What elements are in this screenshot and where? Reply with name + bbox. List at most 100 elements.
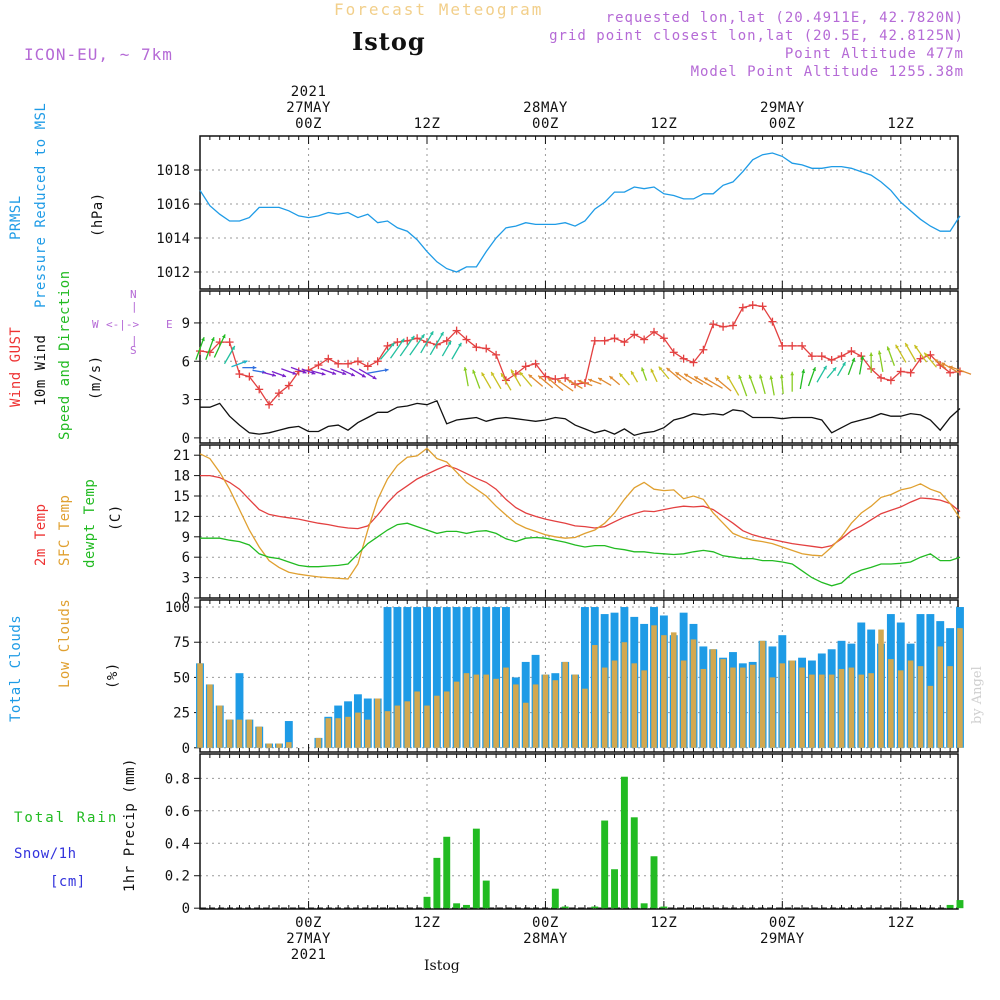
temperature-series-dewpt-temp: [200, 522, 961, 587]
rain-bar: [630, 817, 638, 909]
wind-direction-arrow: [429, 331, 445, 356]
wind-direction-arrowhead: [410, 335, 415, 340]
clouds-ytick-label: 0: [182, 741, 190, 757]
total-clouds-bar: [235, 673, 244, 748]
rain-bar: [443, 836, 451, 909]
bottom-ticks-label: 00Z: [532, 915, 559, 931]
low-clouds-bar: [572, 674, 578, 748]
low-clouds-bar: [453, 681, 460, 748]
wind-direction-arrowhead: [472, 369, 476, 374]
pressure-ytick-label: 1014: [156, 231, 190, 247]
pressure-ytick-label: 1018: [156, 163, 190, 179]
low-clouds-bar: [828, 674, 835, 748]
wind-direction-arrowhead: [588, 378, 593, 383]
wind-direction-arrowhead: [748, 374, 753, 379]
pressure-series-prmsl: [199, 152, 961, 273]
rain-bar: [551, 888, 559, 909]
low-clouds-bar: [937, 646, 943, 748]
rain-bar: [956, 900, 964, 909]
precip-ytick-label: 0.8: [165, 771, 190, 787]
low-clouds-bar: [513, 684, 519, 748]
low-clouds-bar: [443, 691, 450, 748]
wind-direction-arrowhead: [547, 377, 552, 382]
total-clouds-bar: [452, 607, 461, 748]
wind-direction-arrowhead: [823, 365, 827, 370]
bottom-ticks-label: 12Z: [887, 915, 915, 931]
low-clouds-bar: [404, 701, 411, 748]
low-clouds-bar: [661, 635, 667, 748]
low-clouds-bar: [670, 632, 677, 748]
low-clouds-bar: [532, 684, 539, 748]
wind-direction-arrowhead: [738, 374, 742, 379]
low-clouds-bar: [394, 705, 401, 748]
low-clouds-bar: [720, 659, 726, 748]
wind-direction-arrowhead: [948, 365, 953, 370]
wind-direction-arrowhead: [801, 369, 806, 374]
wind-direction-arrowhead: [598, 377, 603, 382]
wind-direction-arrowhead: [914, 345, 919, 349]
wind-direction-arrow: [904, 342, 917, 362]
wind-direction-arrowhead: [332, 371, 337, 375]
wind-direction-arrowhead: [924, 352, 928, 357]
low-clouds-bar: [651, 625, 657, 748]
total-clouds-bar: [442, 607, 451, 748]
total-clouds-bar: [580, 607, 589, 748]
snow-label: Snow/1h: [14, 846, 77, 862]
total-clouds-bar: [926, 614, 935, 748]
low-clouds-bar: [503, 667, 509, 748]
wind-direction-arrowhead: [519, 371, 524, 376]
clouds-ytick-label: 25: [173, 706, 190, 722]
wind-direction-arrowhead: [400, 338, 405, 343]
wind-direction-arrow: [213, 334, 226, 358]
wind-direction-arrowhead: [463, 367, 468, 371]
wind-direction-arrowhead: [812, 367, 816, 372]
wind-direction-arrow: [389, 338, 405, 359]
wind-direction-arrowhead: [481, 372, 485, 377]
low-clouds-bar: [226, 719, 233, 748]
temperature-ytick-label: 3: [182, 571, 190, 587]
wind-direction-arrowhead: [342, 371, 347, 375]
bottom-ticks-label: 00Z: [295, 915, 322, 931]
wind-direction-arrowhead: [941, 362, 946, 367]
low-clouds-bar: [957, 628, 963, 748]
temperature-ytick-label: 21: [173, 448, 190, 464]
top-ticks-label: 00Z: [295, 116, 322, 132]
wind-ytick-label: 9: [182, 316, 190, 332]
wind-direction-arrowhead: [779, 374, 784, 379]
wind-direction-arrow: [399, 335, 415, 357]
clouds-ytick-label: 50: [173, 670, 190, 686]
low-clouds-bar: [335, 718, 341, 748]
point-altitude: Point Altitude 477m: [784, 46, 964, 62]
wind-direction-arrowhead: [694, 376, 699, 380]
low-clouds-bar: [473, 674, 480, 748]
low-clouds-bar: [897, 670, 904, 748]
bottom-ticks-label: 2021: [290, 947, 327, 963]
top-ticks-label: 12Z: [887, 116, 915, 132]
temperature-panel-frame: [199, 444, 959, 599]
compass-west: W: [92, 318, 99, 331]
gridpoint-coords: grid point closest lon,lat (20.5E, 42.81…: [549, 28, 964, 44]
total-clouds-bar: [393, 607, 402, 748]
wind-direction-arrowhead: [491, 372, 495, 376]
low-clouds-bar: [424, 705, 430, 748]
compass-vert-bottom: |: [131, 334, 138, 347]
low-clouds-bar: [868, 673, 874, 748]
low-clouds-bar: [463, 673, 470, 748]
total-clouds-bar: [383, 607, 392, 748]
wind-direction-arrowhead: [650, 368, 655, 373]
wind-direction-arrowhead: [361, 373, 366, 378]
rain-bar: [591, 906, 599, 909]
low-clouds-bar: [710, 649, 716, 748]
low-clouds-bar: [256, 726, 262, 748]
low-clouds-bar: [236, 719, 243, 748]
low-clouds-bar: [848, 667, 855, 748]
temperature-ytick-label: 9: [182, 530, 190, 546]
bottom-ticks-label: 12Z: [650, 915, 678, 931]
temperature-ytick-label: 12: [173, 509, 190, 525]
low-clouds-bar: [621, 642, 628, 748]
rain-bar: [453, 903, 461, 909]
wind-direction-arrow: [738, 374, 748, 397]
rain-bar: [472, 828, 480, 909]
wind-direction-arrowhead: [311, 370, 316, 375]
rain-bar: [601, 820, 609, 909]
